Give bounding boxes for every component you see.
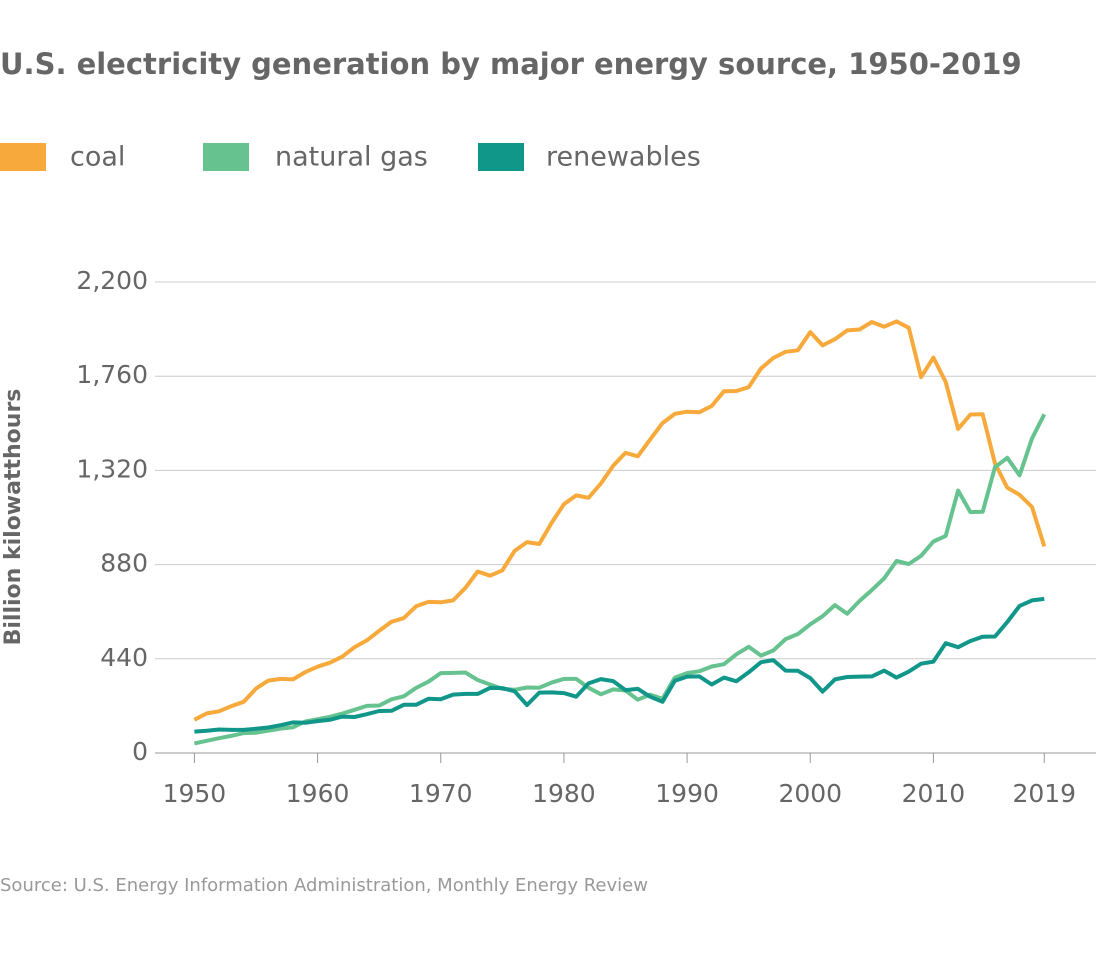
y-tick-label: 880 [100, 549, 148, 578]
x-tick-label: 2019 [1012, 779, 1076, 808]
y-tick-label: 1,760 [76, 360, 148, 389]
data-line [193, 413, 1047, 746]
y-tick-label: 2,200 [76, 266, 148, 295]
y-axis-label: Billion kilowatthours [1, 389, 26, 646]
data-line [193, 319, 1047, 722]
x-tick-label: 2000 [778, 779, 842, 808]
x-tick-label: 1970 [409, 779, 473, 808]
legend-swatch [478, 143, 524, 171]
source-note: Source: U.S. Energy Information Administ… [0, 875, 648, 896]
x-tick-label: 1990 [655, 779, 719, 808]
legend-label: coal [70, 142, 125, 173]
chart-title: U.S. electricity generation by major ene… [0, 47, 1022, 81]
legend-label: natural gas [275, 142, 428, 173]
x-tick-label: 2010 [902, 779, 966, 808]
x-tick-label: 1980 [532, 779, 596, 808]
x-tick-label: 1960 [286, 779, 350, 808]
legend-label: renewables [546, 142, 701, 173]
legend-swatch [203, 143, 249, 171]
y-tick-label: 1,320 [76, 454, 148, 483]
x-tick-label: 1950 [163, 779, 227, 808]
legend-swatch [0, 143, 46, 171]
data-line [194, 596, 1045, 734]
y-tick-label: 440 [100, 643, 148, 672]
y-tick-label: 0 [132, 737, 148, 766]
